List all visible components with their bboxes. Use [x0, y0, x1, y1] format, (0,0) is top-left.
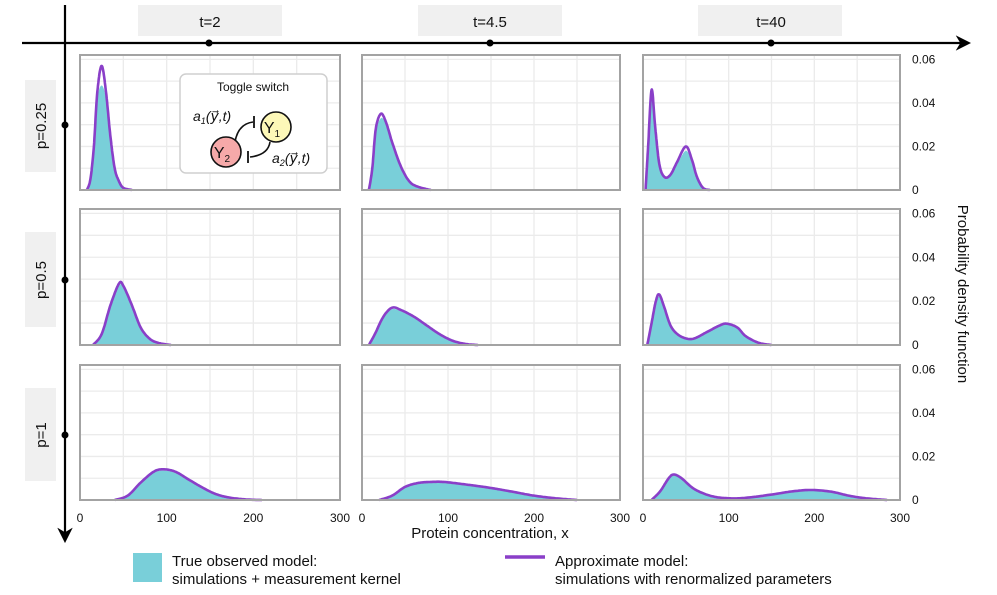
true-model-area	[647, 296, 772, 345]
column-header-box	[698, 5, 842, 36]
true-model-area	[368, 308, 479, 345]
panel-p=0.5-t=40	[642, 208, 901, 347]
y-tick-label: 0.04	[912, 250, 936, 264]
x-tick-label: 0	[77, 511, 84, 525]
panel-frame	[361, 208, 621, 346]
x-tick-label: 300	[610, 511, 630, 525]
panel-p=1-t=4.5	[361, 364, 621, 502]
column-header: t=40	[756, 14, 786, 31]
x-tick-label: 300	[890, 511, 910, 525]
x-axis-label: Protein concentration, x	[411, 525, 569, 542]
approx-model-line	[644, 88, 711, 192]
panel-frame	[79, 54, 341, 191]
inset-title: Toggle switch	[217, 80, 289, 94]
approx-model-line	[378, 480, 578, 502]
axis-dot	[767, 39, 775, 47]
x-tick-label: 100	[157, 511, 177, 525]
panel-p=1-t=2	[79, 364, 341, 502]
true-model-area	[114, 470, 263, 500]
row-header-box	[25, 80, 56, 172]
panel-p=0.5-t=2	[79, 208, 341, 347]
y1-node	[260, 111, 292, 143]
y2-node-label: Y2	[214, 145, 231, 165]
repression-arc-2	[249, 141, 271, 158]
panel-p=0.5-t=4.5	[361, 208, 621, 347]
x-tick-label: 100	[438, 511, 458, 525]
panel-frame	[642, 208, 901, 346]
column-header: t=2	[199, 14, 220, 31]
legend-true-swatch	[133, 553, 162, 582]
column-header: t=4.5	[473, 14, 507, 31]
y-tick-label: 0.06	[912, 362, 936, 376]
approx-model-line	[367, 112, 432, 192]
approx-model-line	[367, 306, 479, 347]
y-tick-label: 0.02	[912, 140, 936, 154]
approx-model-line	[85, 64, 133, 192]
row-header: p=1	[33, 422, 50, 447]
panel-frame	[79, 364, 341, 501]
x-tick-labels: 0 100 200 300 0 100 200 300 0 100 200 300	[77, 511, 911, 525]
rate-a1-label: a1(y⃗,t)	[193, 108, 231, 126]
approx-model-line	[114, 468, 263, 502]
y-tick-label: 0.04	[912, 406, 936, 420]
legend-approx-label-2: simulations with renormalized parameters	[555, 571, 832, 588]
approx-model-line	[650, 473, 888, 502]
y-tick-labels: 0 0.02 0.04 0.06 0 0.02 0.04 0.06 0 0.02 0.04 0.06	[912, 52, 936, 507]
approx-model-line	[646, 293, 773, 347]
y1-node-label: Y1	[264, 120, 281, 140]
axis-dot	[205, 39, 213, 47]
approx-model-line	[91, 280, 172, 347]
panel-p=0.25-t=4.5	[361, 54, 621, 192]
panel-p=0.25-t=40	[642, 54, 901, 192]
panel-frame	[642, 364, 901, 501]
row-header: p=0.25	[33, 103, 50, 149]
y-tick-label: 0	[912, 493, 919, 507]
y-tick-label: 0.04	[912, 96, 936, 110]
y-tick-label: 0.02	[912, 450, 936, 464]
y-tick-label: 0	[912, 338, 919, 352]
column-header-box	[138, 5, 282, 36]
y-tick-label: 0.02	[912, 294, 936, 308]
x-tick-label: 0	[359, 511, 366, 525]
row-headers: p=0.25 p=0.5 p=1	[25, 80, 56, 481]
toggle-switch-inset: Toggle switch Y1 Y2 a1(y⃗,t) a2(y⃗,t)	[179, 73, 328, 174]
x-tick-label: 300	[330, 511, 350, 525]
x-tick-label: 200	[243, 511, 263, 525]
y-tick-label: 0	[912, 183, 919, 197]
panel-frame	[361, 364, 621, 501]
panel-frame	[79, 208, 341, 346]
y-tick-label: 0.06	[912, 52, 936, 66]
true-model-area	[645, 96, 710, 190]
x-tick-label: 100	[719, 511, 739, 525]
rate-a2-label: a2(y⃗,t)	[272, 150, 310, 168]
column-headers: t=2 t=4.5 t=40	[138, 5, 842, 36]
panel-frame	[361, 54, 621, 191]
axis-dot	[486, 39, 494, 47]
legend-true-label-1: True observed model:	[172, 553, 317, 570]
axis-dot	[61, 431, 69, 439]
panel-p=1-t=40	[642, 364, 901, 502]
axis-dot	[61, 276, 69, 284]
repression-arc-1	[234, 121, 254, 143]
legend-approx-label-1: Approximate model:	[555, 553, 688, 570]
x-tick-label: 200	[804, 511, 824, 525]
axis-dot	[61, 121, 69, 129]
row-header: p=0.5	[33, 261, 50, 299]
true-model-area	[368, 117, 431, 190]
x-tick-label: 0	[640, 511, 647, 525]
column-header-box	[418, 5, 562, 36]
true-model-area	[93, 284, 171, 345]
panel-frame	[642, 54, 901, 191]
true-model-area	[651, 475, 888, 500]
row-header-box	[25, 388, 56, 481]
legend-true-label-2: simulations + measurement kernel	[172, 571, 401, 588]
y-axis-label: Probability density function	[954, 205, 971, 383]
legend: True observed model: simulations + measu…	[133, 553, 832, 588]
y2-node	[210, 136, 242, 168]
y-tick-label: 0.06	[912, 206, 936, 220]
row-header-box	[25, 232, 56, 327]
x-tick-label: 200	[524, 511, 544, 525]
